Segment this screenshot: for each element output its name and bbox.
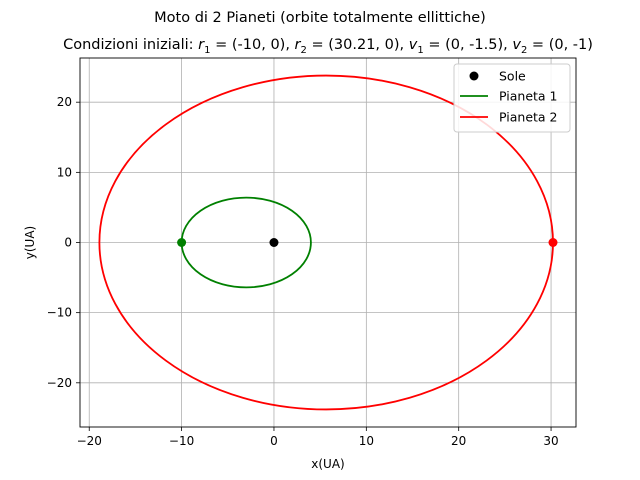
start-point-pianeta-1 — [177, 238, 187, 247]
title-value-1: = (30.21, 0), — [307, 37, 409, 53]
y-axis-label: y(UA) — [23, 226, 37, 259]
title-sub-2: 1 — [417, 45, 423, 56]
x-tick-label: 10 — [359, 434, 374, 448]
title-value-3: = (0, -1) — [527, 37, 593, 53]
title-value-0: = (-10, 0), — [211, 37, 295, 53]
title-sub-1: 2 — [301, 45, 307, 56]
legend-label-sole: Sole — [499, 69, 526, 84]
title-var-3: v — [512, 37, 521, 53]
x-tick-label: −20 — [77, 434, 102, 448]
title-var-0: r — [198, 37, 205, 53]
title-value-2: = (0, -1.5), — [424, 37, 513, 53]
chart-suptitle: Moto di 2 Pianeti (orbite totalmente ell… — [154, 10, 486, 26]
title-prefix: Condizioni iniziali: — [63, 37, 198, 53]
legend-label-pianeta-2: Pianeta 2 — [499, 110, 558, 125]
sun-point — [269, 238, 279, 247]
y-tick-label: −10 — [47, 306, 72, 320]
start-point-pianeta-2 — [548, 238, 558, 247]
y-tick-label: 20 — [57, 95, 72, 109]
title-sub-3: 2 — [521, 45, 527, 56]
x-tick-label: 0 — [270, 434, 278, 448]
x-tick-label: −10 — [169, 434, 194, 448]
y-tick-label: 10 — [57, 165, 72, 179]
title-var-2: v — [409, 37, 418, 53]
title-sub-0: 1 — [204, 45, 210, 56]
y-tick-label: −20 — [47, 376, 72, 390]
legend-marker-sole — [469, 71, 479, 81]
legend: Sole Pianeta 1 Pianeta 2 — [453, 63, 571, 133]
legend-label-pianeta-1: Pianeta 1 — [499, 89, 558, 104]
plot-area — [98, 74, 558, 411]
legend-box — [453, 63, 571, 133]
x-axis-label: x(UA) — [311, 457, 344, 471]
chart-title: Condizioni iniziali: r1 = (-10, 0), r2 =… — [63, 37, 593, 56]
y-tick-label: 0 — [64, 236, 72, 250]
x-tick-label: 20 — [451, 434, 466, 448]
title-var-1: r — [295, 37, 302, 53]
axis-ticks: −20 −10 0 10 20 30 −20 −10 0 10 20 — [47, 95, 559, 448]
x-tick-label: 30 — [543, 434, 558, 448]
